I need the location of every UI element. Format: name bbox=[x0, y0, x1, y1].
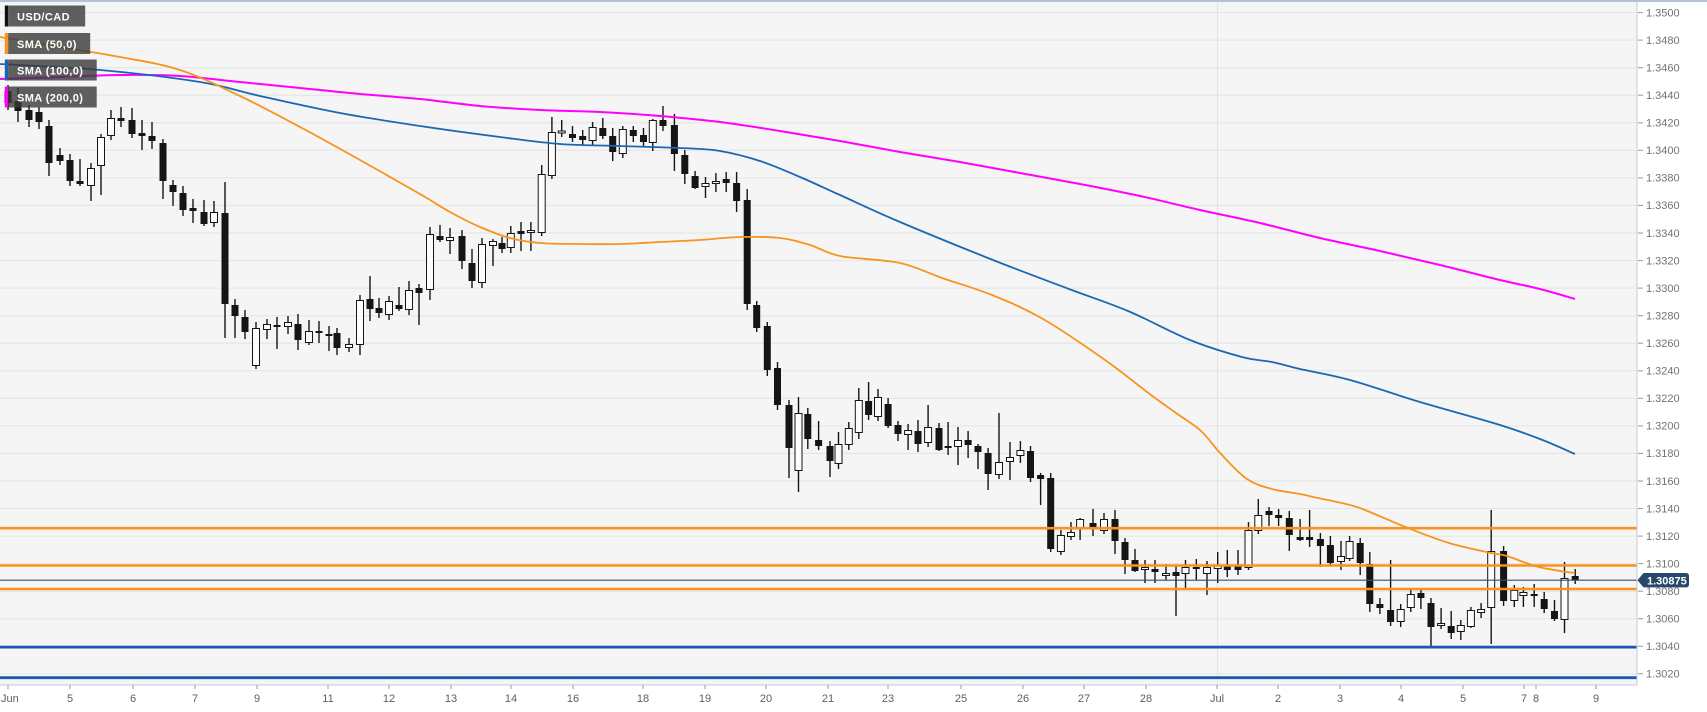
svg-text:12: 12 bbox=[383, 693, 395, 705]
svg-text:SMA (50,0): SMA (50,0) bbox=[17, 39, 77, 51]
svg-text:1.3500: 1.3500 bbox=[1646, 7, 1680, 19]
svg-text:1.3120: 1.3120 bbox=[1646, 531, 1680, 543]
svg-text:1.3060: 1.3060 bbox=[1646, 614, 1680, 626]
svg-text:6: 6 bbox=[130, 693, 136, 705]
svg-text:1.3380: 1.3380 bbox=[1646, 173, 1680, 185]
svg-text:1.30875: 1.30875 bbox=[1647, 575, 1687, 587]
svg-text:1.3260: 1.3260 bbox=[1646, 338, 1680, 350]
svg-text:USD/CAD: USD/CAD bbox=[17, 12, 70, 24]
svg-text:1.3040: 1.3040 bbox=[1646, 641, 1680, 653]
svg-text:4: 4 bbox=[1398, 693, 1404, 705]
svg-text:14: 14 bbox=[505, 693, 517, 705]
svg-text:1.3400: 1.3400 bbox=[1646, 145, 1680, 157]
svg-text:20: 20 bbox=[760, 693, 772, 705]
svg-text:1.3140: 1.3140 bbox=[1646, 503, 1680, 515]
svg-text:1.3200: 1.3200 bbox=[1646, 421, 1680, 433]
svg-text:9: 9 bbox=[254, 693, 260, 705]
svg-text:16: 16 bbox=[567, 693, 579, 705]
svg-text:Jun: Jun bbox=[1, 693, 19, 705]
svg-text:1.3320: 1.3320 bbox=[1646, 255, 1680, 267]
svg-text:1.3300: 1.3300 bbox=[1646, 283, 1680, 295]
svg-text:1.3220: 1.3220 bbox=[1646, 393, 1680, 405]
svg-text:1.3240: 1.3240 bbox=[1646, 366, 1680, 378]
svg-text:11: 11 bbox=[322, 693, 333, 705]
svg-text:1.3360: 1.3360 bbox=[1646, 200, 1680, 212]
svg-text:21: 21 bbox=[822, 693, 834, 705]
svg-text:1.3100: 1.3100 bbox=[1646, 558, 1680, 570]
svg-text:Jul: Jul bbox=[1210, 693, 1224, 705]
svg-text:1.3480: 1.3480 bbox=[1646, 35, 1680, 47]
svg-text:1.3280: 1.3280 bbox=[1646, 311, 1680, 323]
svg-text:7: 7 bbox=[192, 693, 198, 705]
svg-text:19: 19 bbox=[699, 693, 711, 705]
svg-text:13: 13 bbox=[445, 693, 457, 705]
svg-text:23: 23 bbox=[882, 693, 894, 705]
svg-text:3: 3 bbox=[1337, 693, 1343, 705]
svg-text:1.3080: 1.3080 bbox=[1646, 586, 1680, 598]
svg-text:8: 8 bbox=[1533, 693, 1539, 705]
svg-text:25: 25 bbox=[955, 693, 967, 705]
svg-text:1.3460: 1.3460 bbox=[1646, 63, 1680, 75]
svg-text:27: 27 bbox=[1078, 693, 1090, 705]
svg-text:1.3420: 1.3420 bbox=[1646, 118, 1680, 130]
svg-text:SMA (100,0): SMA (100,0) bbox=[17, 66, 83, 78]
svg-text:28: 28 bbox=[1140, 693, 1152, 705]
svg-text:1.3020: 1.3020 bbox=[1646, 669, 1680, 681]
svg-text:5: 5 bbox=[1460, 693, 1466, 705]
svg-text:1.3160: 1.3160 bbox=[1646, 476, 1680, 488]
svg-text:1.3440: 1.3440 bbox=[1646, 90, 1680, 102]
svg-text:7: 7 bbox=[1521, 693, 1527, 705]
svg-text:2: 2 bbox=[1275, 693, 1281, 705]
svg-text:9: 9 bbox=[1593, 693, 1599, 705]
svg-text:5: 5 bbox=[67, 693, 73, 705]
svg-text:SMA (200,0): SMA (200,0) bbox=[17, 93, 83, 105]
svg-text:18: 18 bbox=[637, 693, 649, 705]
svg-text:1.3340: 1.3340 bbox=[1646, 228, 1680, 240]
svg-text:1.3180: 1.3180 bbox=[1646, 448, 1680, 460]
svg-text:26: 26 bbox=[1017, 693, 1029, 705]
